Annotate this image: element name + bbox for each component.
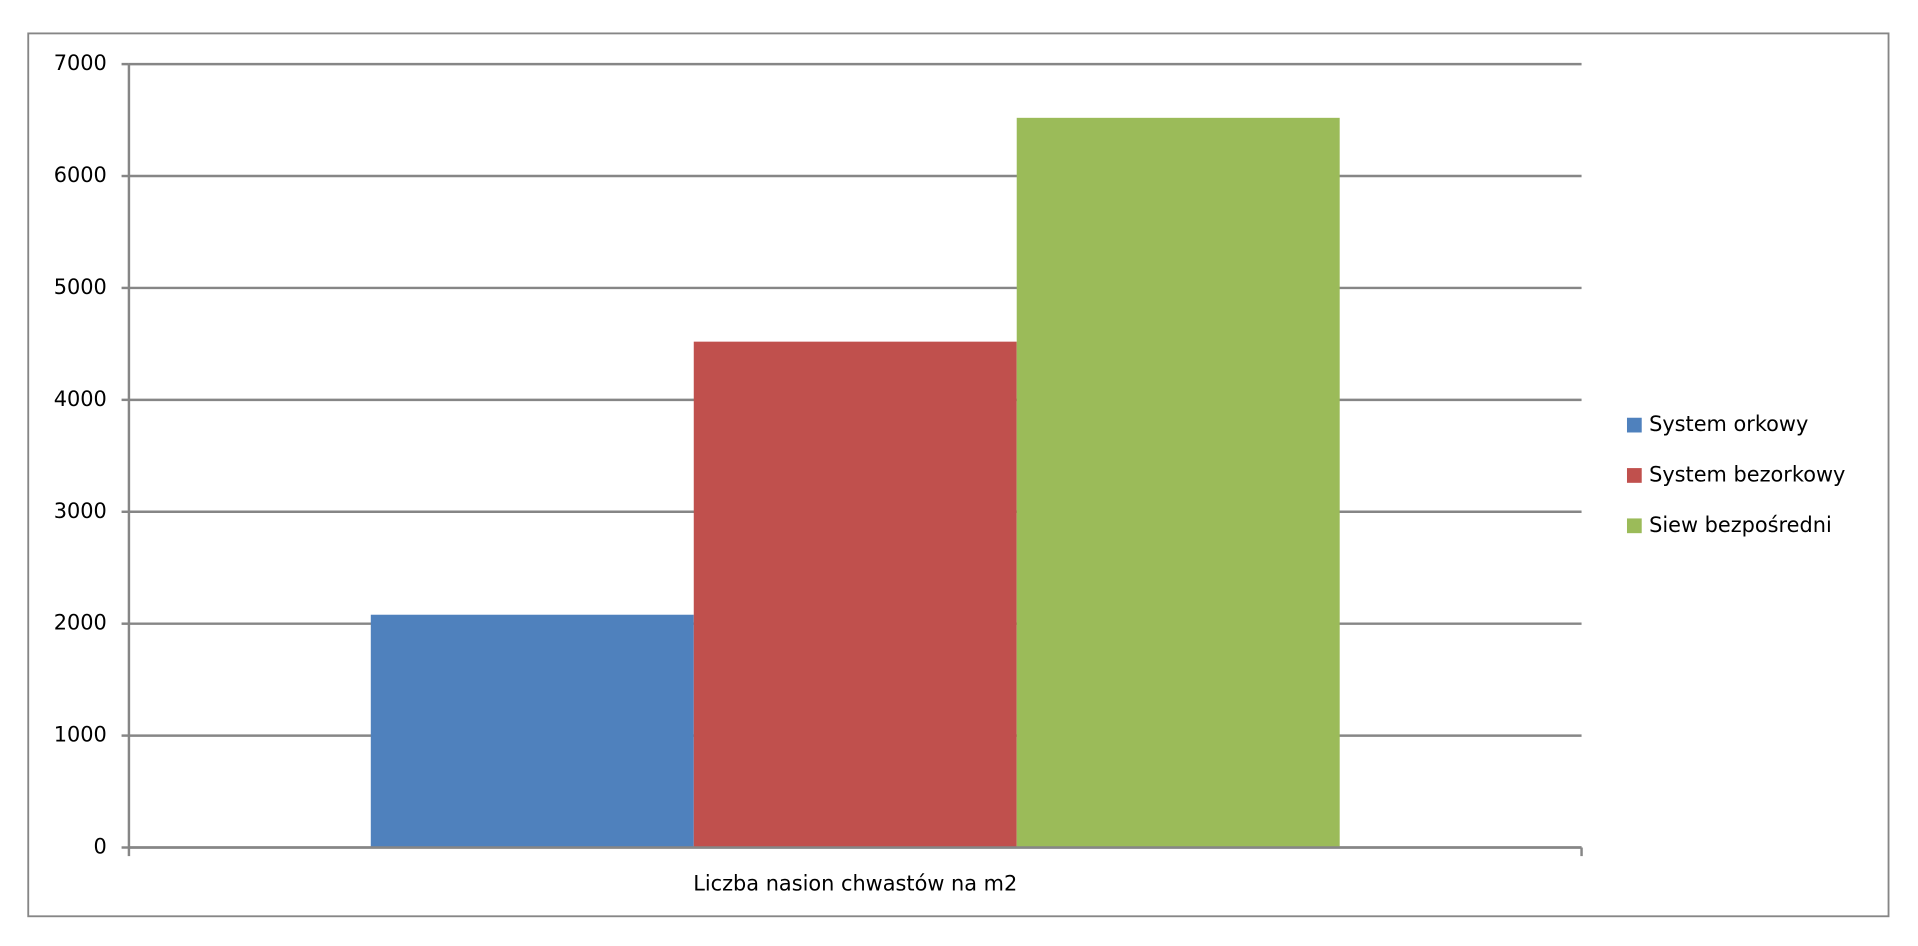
y-tick-label: 5000 xyxy=(54,275,107,299)
y-tick-label: 6000 xyxy=(54,163,107,187)
legend-label: Siew bezpośredni xyxy=(1649,513,1832,537)
bar xyxy=(693,341,1017,848)
x-tick-label: Liczba nasion chwastów na m2 xyxy=(693,871,1017,895)
legend-swatch xyxy=(1626,518,1642,534)
bar xyxy=(1016,117,1340,848)
y-tick-label: 7000 xyxy=(54,51,107,75)
legend-swatch xyxy=(1626,468,1642,483)
y-tick-label: 1000 xyxy=(54,723,107,747)
legend-label: System orkowy xyxy=(1649,412,1808,436)
y-tick-label: 0 xyxy=(94,835,107,859)
legend-label: System bezorkowy xyxy=(1649,462,1845,486)
bar xyxy=(370,614,694,848)
y-tick-label: 3000 xyxy=(54,499,107,523)
y-tick-label: 4000 xyxy=(54,387,107,411)
legend-swatch xyxy=(1626,417,1642,433)
y-tick-label: 2000 xyxy=(54,611,107,635)
